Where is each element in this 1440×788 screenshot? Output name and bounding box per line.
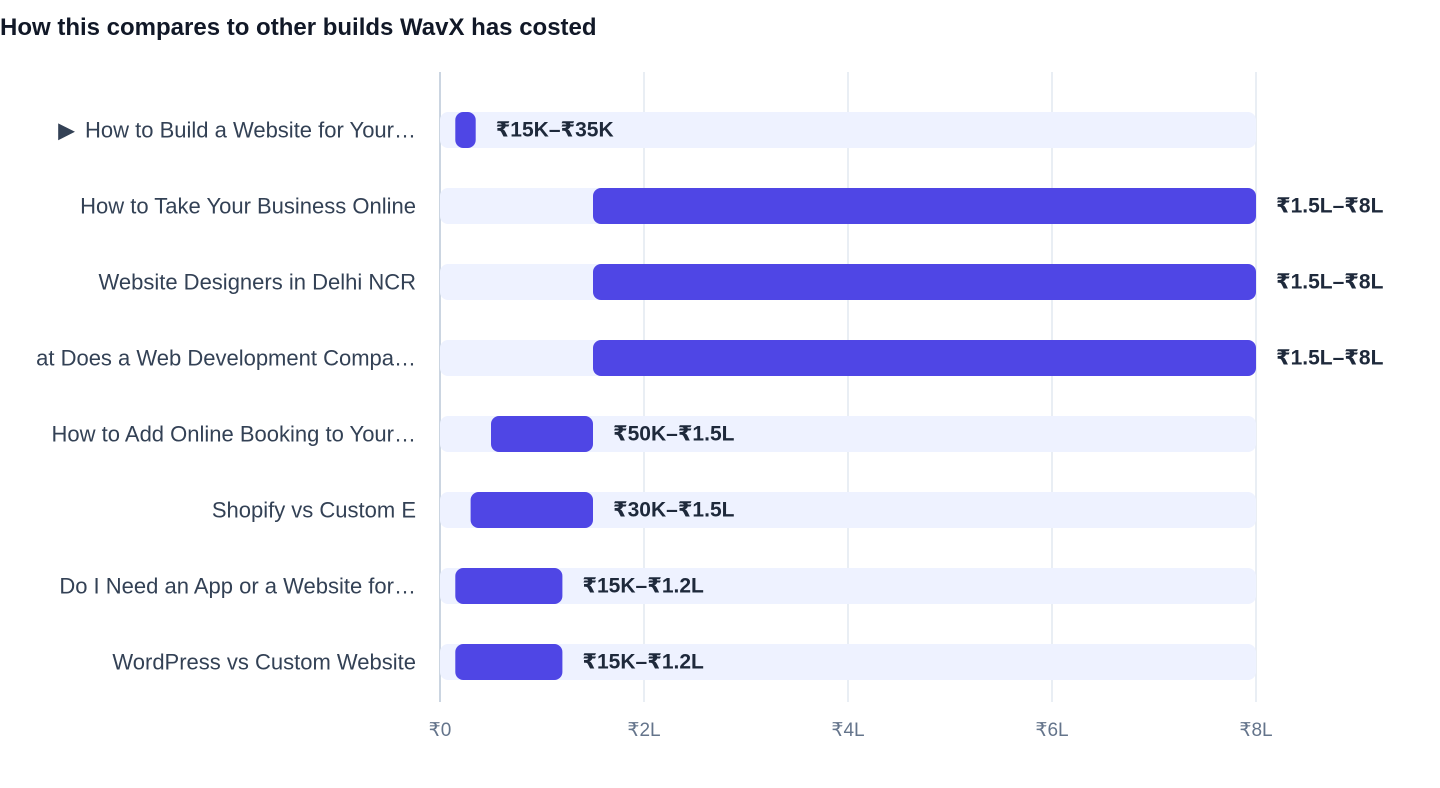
current-range-bar [455,112,476,148]
range-bar [593,264,1256,300]
value-labels: ₹15K–₹35K ₹1.5L–₹8L ₹1.5L–₹8L ₹1.5L–₹8L ₹50K… [496,119,1384,674]
category-label: at Does a Web Development Compa… [36,346,416,371]
category-label: WordPress vs Custom Website [112,650,416,675]
x-tick-label: ₹2L [627,720,660,741]
range-bar [470,492,593,528]
category-label: How to Build a Website for Your… [85,118,416,143]
range-bar [491,416,593,452]
category-label: Website Designers in Delhi NCR [99,270,417,295]
bar-track [440,644,1256,680]
bar-track [440,416,1256,452]
x-axis-ticks: ₹0 ₹2L ₹4L ₹6L ₹8L [429,720,1273,741]
range-bar [455,644,563,680]
value-label: ₹15K–₹35K [496,119,614,142]
gridlines [439,72,1257,702]
current-page-marker-icon: ▶ [58,118,75,143]
category-label: Shopify vs Custom E [212,498,416,523]
range-bar [593,340,1256,376]
bar-track [440,492,1256,528]
category-label: How to Add Online Booking to Your… [52,422,416,447]
value-label: ₹15K–₹1.2L [582,651,704,674]
category-labels: How to Build a Website for Your… ▶ How to … [36,118,416,675]
value-label: ₹1.5L–₹8L [1276,271,1384,294]
value-label: ₹30K–₹1.5L [613,499,735,522]
x-tick-label: ₹4L [831,720,864,741]
category-label: How to Take Your Business Online [80,194,416,219]
range-bar [593,188,1256,224]
value-label: ₹50K–₹1.5L [613,423,735,446]
bar-track [440,112,1256,148]
x-tick-label: ₹8L [1239,720,1272,741]
bar-track [440,568,1256,604]
category-label: Do I Need an App or a Website for… [59,574,416,599]
range-bar [455,568,563,604]
value-label: ₹1.5L–₹8L [1276,195,1384,218]
value-label: ₹15K–₹1.2L [582,575,704,598]
chart-title: How this compares to other builds WavX h… [0,14,597,41]
x-tick-label: ₹6L [1035,720,1068,741]
range-bars [455,112,1256,680]
value-label: ₹1.5L–₹8L [1276,347,1384,370]
x-tick-label: ₹0 [429,720,452,741]
